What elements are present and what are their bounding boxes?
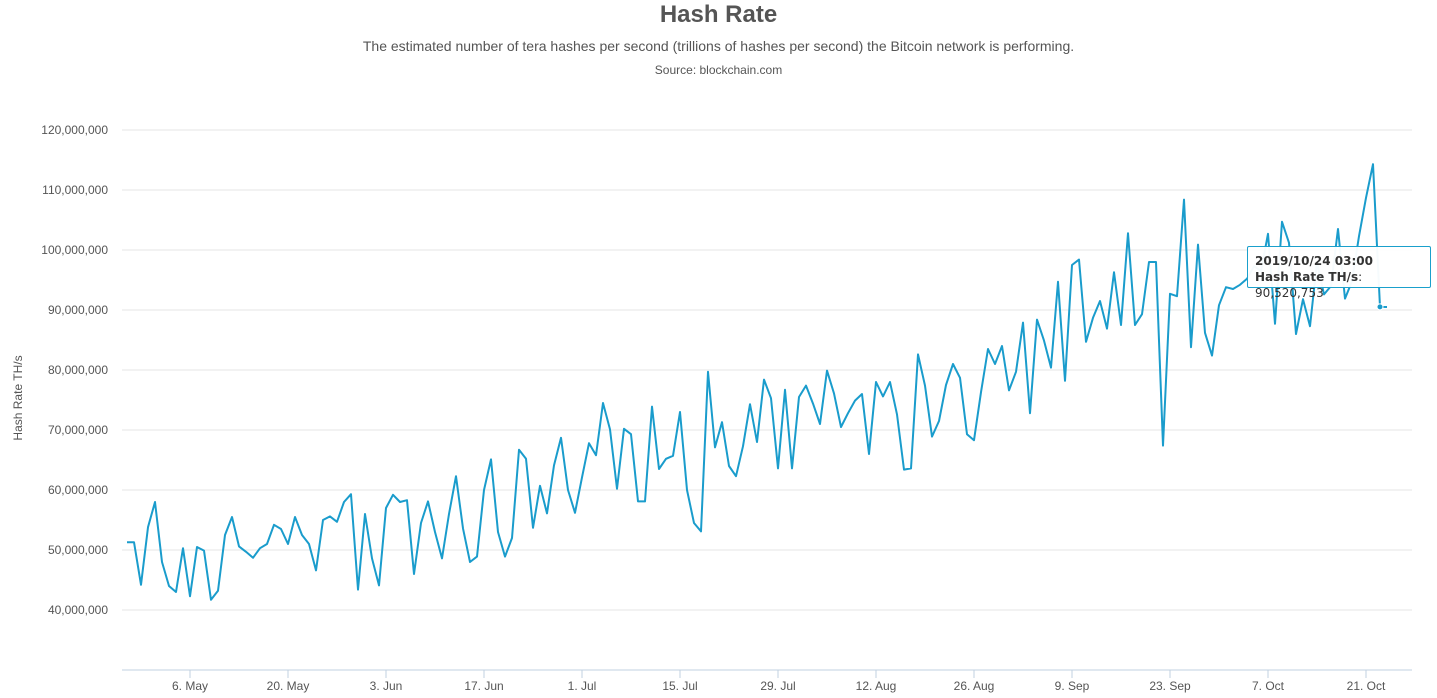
x-tick-label: 20. May	[267, 679, 310, 693]
x-tick-label: 1. Jul	[568, 679, 597, 693]
chart-title: Hash Rate	[659, 1, 778, 28]
tooltip-label: Hash Rate TH/s	[1255, 270, 1359, 284]
y-tick-label: 50,000,000	[48, 543, 108, 557]
x-tick-label: 15. Jul	[662, 679, 697, 693]
tooltip-separator: :	[1358, 270, 1363, 284]
y-axis-label: Hash Rate TH/s	[11, 355, 25, 440]
y-tick-label: 70,000,000	[48, 423, 108, 437]
y-tick-label: 90,000,000	[48, 303, 108, 317]
y-tick-label: 110,000,000	[42, 183, 108, 197]
x-tick-label: 9. Sep	[1055, 679, 1090, 693]
x-tick-label: 12. Aug	[856, 679, 897, 693]
tooltip-line: Hash Rate TH/s: 90,520,753	[1255, 269, 1423, 301]
x-tick-label: 29. Jul	[760, 679, 795, 693]
hover-marker	[1376, 303, 1384, 311]
x-axis: 6. May 20. May 3. Jun 17. Jun 1. Jul 15. Jul 2…	[122, 669, 1412, 693]
y-tick-label: 60,000,000	[48, 483, 108, 497]
tooltip: 2019/10/24 03:00 Hash Rate TH/s: 90,520,…	[1247, 246, 1431, 300]
tooltip-date: 2019/10/24 03:00	[1255, 254, 1373, 268]
y-tick-label: 40,000,000	[48, 603, 108, 617]
x-tick-label: 17. Jun	[464, 679, 503, 693]
x-tick-label: 23. Sep	[1149, 679, 1191, 693]
hover-point	[1376, 303, 1384, 311]
x-tick-label: 3. Jun	[370, 679, 403, 693]
y-tick-label: 120,000,000	[41, 123, 108, 137]
y-axis: 40,000,000 50,000,000 60,000,000 70,000,000…	[41, 123, 108, 617]
chart-source: Source: blockchain.com	[654, 63, 783, 77]
y-tick-label: 100,000,000	[41, 243, 108, 257]
tooltip-value: 90,520,753	[1255, 286, 1324, 300]
series-line[interactable]	[127, 163, 1388, 601]
series-group[interactable]	[127, 163, 1388, 601]
chart-subtitle: The estimated number of tera hashes per …	[362, 38, 1075, 54]
grid-lines	[122, 129, 1412, 611]
y-tick-label: 80,000,000	[48, 363, 108, 377]
x-tick-label: 21. Oct	[1347, 679, 1386, 693]
x-tick-label: 26. Aug	[954, 679, 995, 693]
x-tick-label: 7. Oct	[1252, 679, 1285, 693]
x-tick-label: 6. May	[172, 679, 208, 693]
